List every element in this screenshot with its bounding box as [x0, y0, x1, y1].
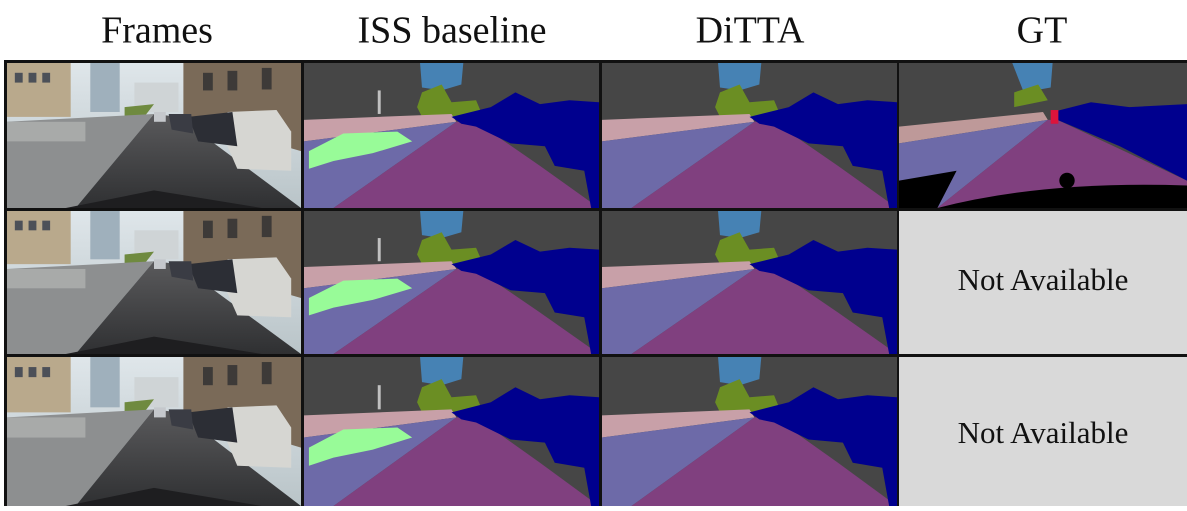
frame-image	[7, 211, 301, 354]
column-header: DiTTA	[696, 10, 805, 52]
segmentation-image	[602, 211, 897, 354]
segmentation-image	[602, 357, 897, 506]
frame-image	[7, 357, 301, 506]
segmentation-image	[304, 357, 599, 506]
segmentation-image	[304, 63, 599, 208]
segmentation-image	[304, 211, 599, 354]
placeholder-text: Not Available	[958, 262, 1129, 297]
figure: Frames ISS baseline DiTTA GT Not Availab…	[0, 0, 1187, 506]
frame-image	[7, 63, 301, 208]
column-header: ISS baseline	[358, 10, 547, 52]
column-header: GT	[1017, 10, 1068, 52]
placeholder-text: Not Available	[958, 415, 1129, 450]
column-header: Frames	[101, 10, 213, 52]
ground-truth-image	[899, 63, 1187, 208]
segmentation-image	[602, 63, 897, 208]
